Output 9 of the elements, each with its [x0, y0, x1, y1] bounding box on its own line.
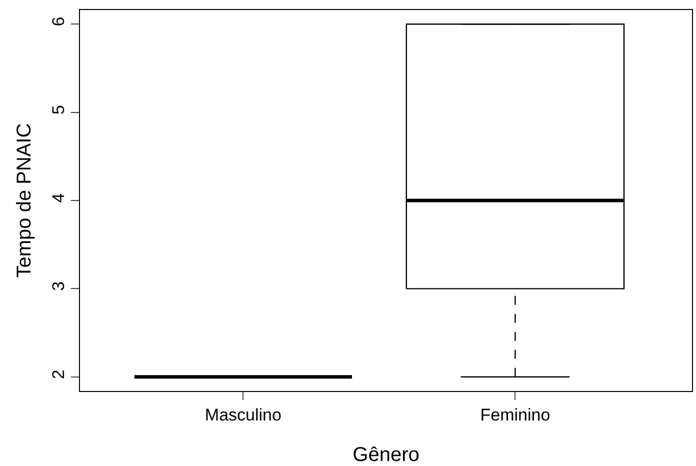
y-tick-label: 4: [49, 193, 68, 203]
y-tick-label: 3: [49, 281, 68, 291]
y-tick-label: 2: [49, 370, 68, 380]
x-axis-title: Gênero: [352, 444, 420, 466]
y-tick-label: 6: [49, 16, 68, 26]
x-tick-label: Masculino: [204, 405, 282, 424]
x-tick-label: Feminino: [480, 405, 550, 424]
y-tick-label: 5: [49, 105, 68, 114]
y-axis-title: Tempo de PNAIC: [14, 123, 36, 278]
